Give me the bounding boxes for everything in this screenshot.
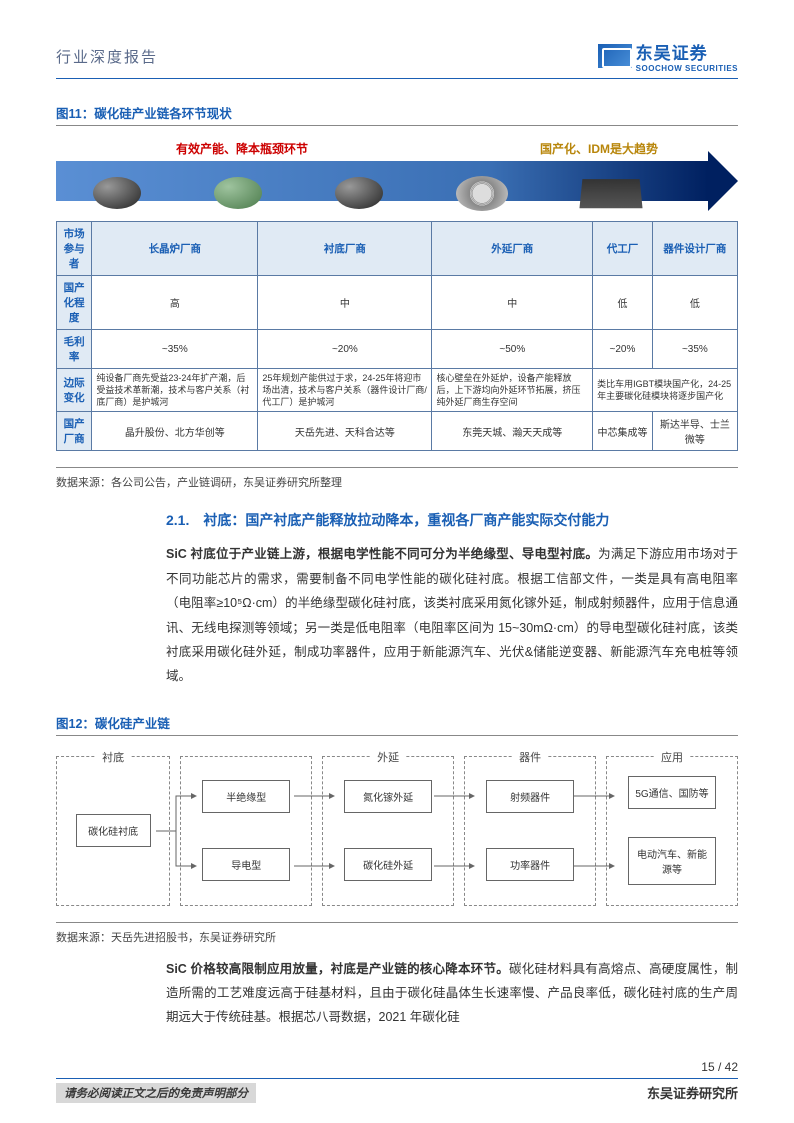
cell: ~20% [593,330,653,369]
process-arrow [56,161,708,201]
cell: 类比车用IGBT模块国产化，24-25年主要碳化硅模块将逐步国产化 [593,369,738,412]
cell: 东莞天城、瀚天天成等 [432,412,593,451]
ingot-icon [93,177,141,209]
cell: 核心壁垒在外延炉，设备产能释放后，上下游均向外延环节拓展，挤压纯外延厂商生存空间 [432,369,593,412]
cell: ~50% [432,330,593,369]
cell: ~35% [652,330,737,369]
para1-bold: SiC 衬底位于产业链上游，根据电学性能不同可分为半绝缘型、导电型衬底。 [166,547,598,561]
cell: ~35% [92,330,258,369]
tbl11-h1: 长晶炉厂商 [92,222,258,276]
header-rule [56,78,738,79]
node-r2c4: 电动汽车、新能源等 [628,837,716,885]
fig11-source: 数据来源：各公司公告，产业链调研，东吴证券研究所整理 [56,474,738,490]
col-title-3: 应用 [655,749,689,765]
para-2: SiC 价格较高限制应用放量，衬底是产业链的核心降本环节。碳化硅材料具有高熔点、… [56,957,738,1030]
table-row: 国产厂商 晶升股份、北方华创等 天岳先进、天科合达等 东莞天城、瀚天天成等 中芯… [57,412,738,451]
row-header: 边际变化 [57,369,92,412]
tbl11-h3: 外延厂商 [432,222,593,276]
page-number: 15 / 42 [0,1060,794,1074]
row-header: 国产厂商 [57,412,92,451]
cell: 中 [432,276,593,330]
cell: 高 [92,276,258,330]
page-header: 行业深度报告 东吴证券 SOOCHOW SECURITIES [56,38,738,74]
institute-name: 东吴证券研究所 [647,1083,738,1103]
page-footer: 15 / 42 请务必阅读正文之后的免责声明部分 东吴证券研究所 [0,1060,794,1103]
fig12-flowchart: 衬底 碳化硅衬底 半绝缘型 导电型 外延 氮化镓外延 碳化硅外延 器件 [56,746,738,916]
fig12-source: 数据来源：天岳先进招股书，东吴证券研究所 [56,929,738,945]
tbl11-h4: 代工厂 [593,222,653,276]
node-root: 碳化硅衬底 [76,814,151,847]
cell: 25年规划产能供过于求，24-25年将迎市场出清，技术与客户关系（器件设计厂商/… [258,369,432,412]
row-header: 国产化程度 [57,276,92,330]
fig12-bottom-rule [56,922,738,923]
col-title-2: 器件 [513,749,547,765]
col-title-0: 衬底 [96,749,130,765]
cell: 晶升股份、北方华创等 [92,412,258,451]
disclaimer: 请务必阅读正文之后的免责声明部分 [56,1083,256,1103]
cell: 低 [593,276,653,330]
col-title-1: 外延 [371,749,405,765]
fig11-diagram: 有效产能、降本瓶颈环节 国产化、IDM是大趋势 市场参与者 长晶炉厂商 衬底厂商… [56,136,738,461]
section-2-1-heading: 2.1. 衬底：国产衬底产能释放拉动降本，重视各厂商产能实际交付能力 [56,510,738,530]
node-r2c3: 功率器件 [486,848,574,881]
table-row: 国产化程度 高 中 中 低 低 [57,276,738,330]
cell: 中芯集成等 [593,412,653,451]
para-1: SiC 衬底位于产业链上游，根据电学性能不同可分为半绝缘型、导电型衬底。为满足下… [56,542,738,688]
substrate-wafer-icon [214,177,262,209]
fig11-bottom-rule [56,467,738,468]
para1-text: 为满足下游应用市场对于不同功能芯片的需求，需要制备不同电学性能的碳化硅衬底。根据… [166,547,738,683]
cell: 天岳先进、天科合达等 [258,412,432,451]
cell: ~20% [258,330,432,369]
node-r1c3: 射频器件 [486,780,574,813]
fig11-table: 市场参与者 长晶炉厂商 衬底厂商 外延厂商 代工厂 器件设计厂商 国产化程度 高… [56,221,738,451]
tbl11-h0: 市场参与者 [57,222,92,276]
row-header: 毛利率 [57,330,92,369]
cell: 低 [652,276,737,330]
fig11-label-left: 有效产能、降本瓶颈环节 [176,140,308,157]
cell: 纯设备厂商先受益23-24年扩产潮，后受益技术革新潮，技术与客户关系（衬底厂商）… [92,369,258,412]
para2-bold: SiC 价格较高限制应用放量，衬底是产业链的核心降本环节。 [166,962,509,976]
fig12-title: 图12：碳化硅产业链 [56,713,738,732]
cell: 中 [258,276,432,330]
fig12-rule [56,735,738,736]
table-row: 边际变化 纯设备厂商先受益23-24年扩产潮，后受益技术革新潮，技术与客户关系（… [57,369,738,412]
node-r1c1: 半绝缘型 [202,780,290,813]
chip-module-icon [580,179,643,208]
tbl11-h5: 器件设计厂商 [652,222,737,276]
logo-en: SOOCHOW SECURITIES [636,64,738,73]
tbl11-h2: 衬底厂商 [258,222,432,276]
logo-cn: 东吴证券 [636,39,738,64]
logo-icon [598,44,632,68]
report-type: 行业深度报告 [56,46,158,67]
table-row: 毛利率 ~35% ~20% ~50% ~20% ~35% [57,330,738,369]
pattern-wafer-icon [456,176,508,211]
epi-wafer-icon [335,177,383,209]
node-r1c4: 5G通信、国防等 [628,776,716,809]
fig11-rule [56,125,738,126]
fig11-label-right: 国产化、IDM是大趋势 [540,140,658,157]
node-r2c2: 碳化硅外延 [344,848,432,881]
brand-logo: 东吴证券 SOOCHOW SECURITIES [598,39,738,73]
node-r1c2: 氮化镓外延 [344,780,432,813]
node-r2c1: 导电型 [202,848,290,881]
cell: 斯达半导、士兰微等 [652,412,737,451]
fig11-title: 图11：碳化硅产业链各环节现状 [56,103,738,122]
